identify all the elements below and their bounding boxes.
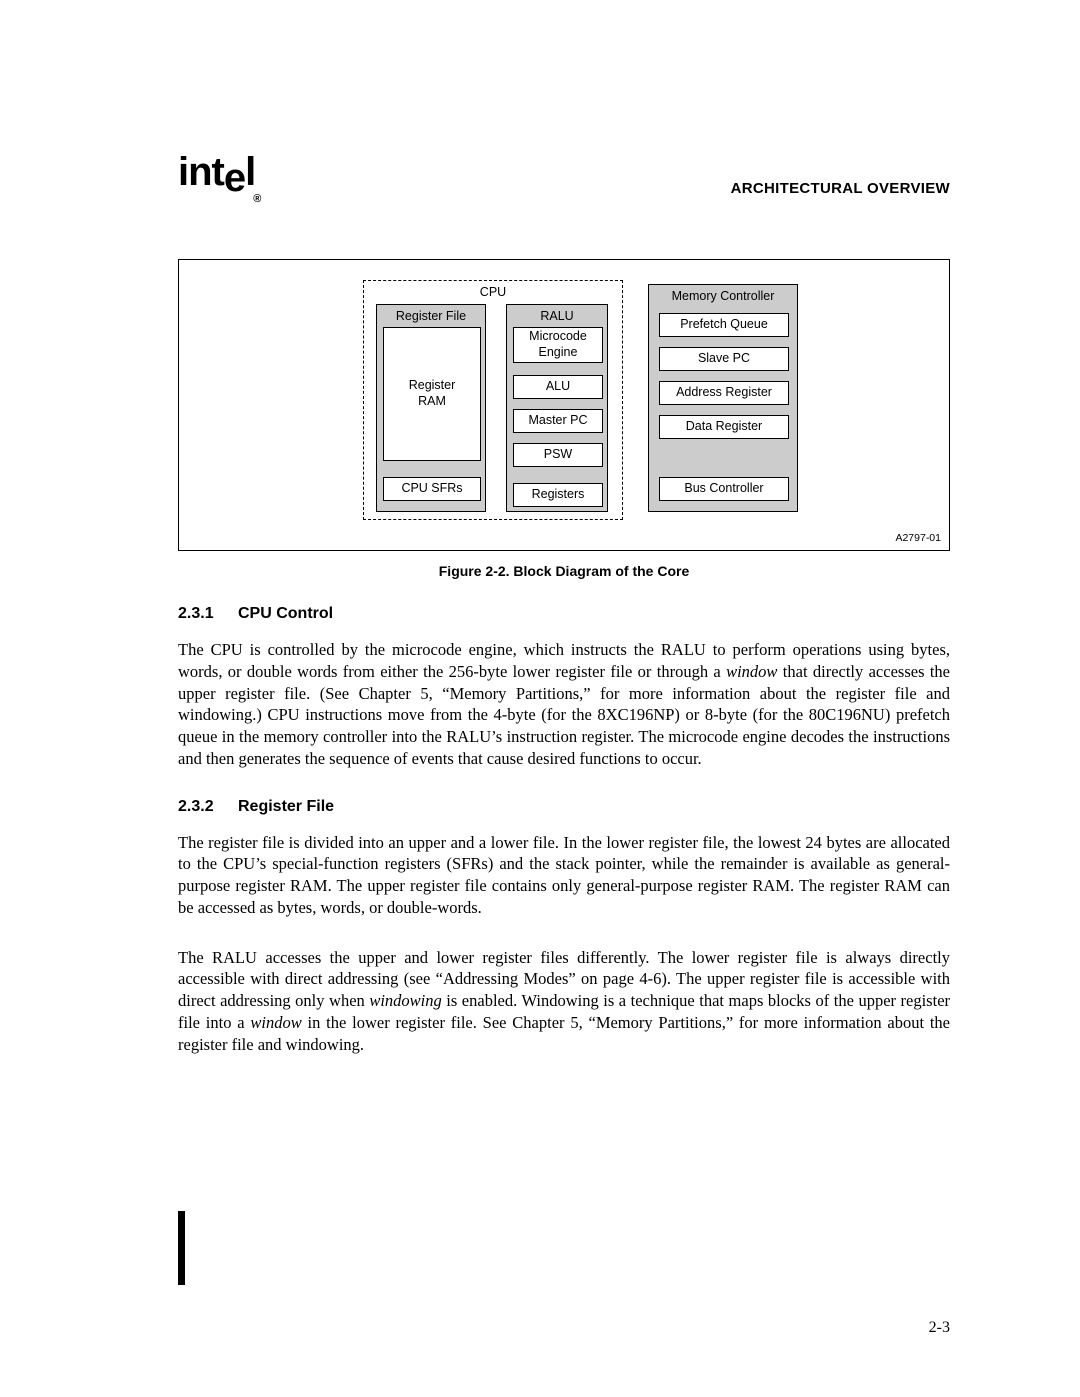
ralu-box-0: Microcode Engine: [513, 327, 603, 363]
section-title: Register File: [238, 798, 334, 815]
figure-caption: Figure 2-2. Block Diagram of the Core: [178, 563, 950, 579]
ralu-box-4: Registers: [513, 483, 603, 507]
body-sections: 2.3.1CPU Control The CPU is controlled by…: [178, 605, 950, 1055]
register-ram-box: Register RAM: [383, 327, 481, 461]
cpu-group-label: CPU: [364, 285, 622, 299]
ralu-box-1: ALU: [513, 375, 603, 399]
section-title: CPU Control: [238, 605, 333, 622]
mem-box-2: Address Register: [659, 381, 789, 405]
memory-controller-group: Memory Controller Prefetch Queue Slave PC A…: [648, 284, 798, 512]
figure-code: A2797-01: [895, 532, 941, 544]
mem-box-0: Prefetch Queue: [659, 313, 789, 337]
mem-box-4: Bus Controller: [659, 477, 789, 501]
page-number: 2-3: [929, 1319, 950, 1337]
change-bar: [178, 1211, 185, 1285]
figure-frame: A2797-01 CPU Register File Register RAM CPU…: [178, 259, 950, 551]
body-paragraph: The RALU accesses the upper and lower re…: [178, 947, 950, 1056]
mem-box-3: Data Register: [659, 415, 789, 439]
page-content: intel® ARCHITECTURAL OVERVIEW A2797-01 C…: [178, 150, 950, 1277]
register-file-group-label: Register File: [377, 309, 485, 323]
page-header: intel® ARCHITECTURAL OVERVIEW: [178, 150, 950, 197]
section-heading: 2.3.2Register File: [178, 798, 950, 816]
section-number: 2.3.2: [178, 798, 238, 816]
section-header-title: ARCHITECTURAL OVERVIEW: [731, 180, 950, 197]
ralu-box-3: PSW: [513, 443, 603, 467]
memory-controller-group-label: Memory Controller: [649, 289, 797, 303]
ralu-group-label: RALU: [507, 309, 607, 323]
ralu-box-2: Master PC: [513, 409, 603, 433]
cpu-sfrs-box: CPU SFRs: [383, 477, 481, 501]
ralu-group: RALU Microcode Engine ALU Master PC PSW Regis…: [506, 304, 608, 512]
intel-logo: intel®: [178, 150, 262, 197]
section-number: 2.3.1: [178, 605, 238, 623]
section-heading: 2.3.1CPU Control: [178, 605, 950, 623]
body-paragraph: The CPU is controlled by the microcode e…: [178, 639, 950, 770]
body-paragraph: The register file is divided into an upp…: [178, 832, 950, 919]
register-file-group: Register File Register RAM CPU SFRs: [376, 304, 486, 512]
mem-box-1: Slave PC: [659, 347, 789, 371]
